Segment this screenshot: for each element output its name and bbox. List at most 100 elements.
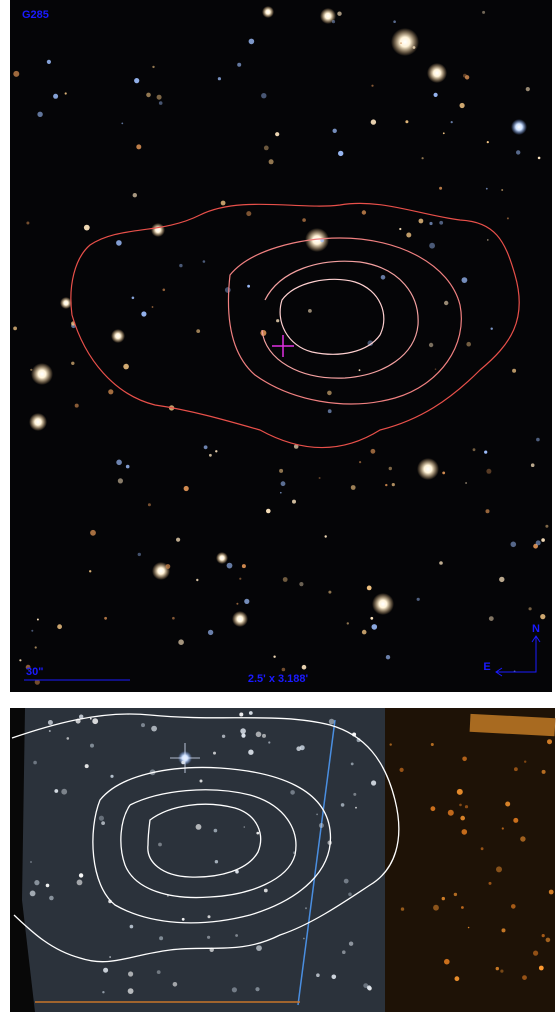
faint-star: [196, 578, 199, 582]
faint-star: [240, 728, 246, 734]
faint-star: [117, 478, 123, 484]
faint-star: [214, 860, 219, 864]
bottom-stars: [29, 711, 554, 994]
faint-star: [156, 94, 162, 100]
faint-star: [412, 46, 416, 49]
faint-star: [461, 277, 468, 283]
compass: [495, 635, 541, 677]
faint-star: [275, 132, 280, 137]
faint-star: [464, 75, 470, 80]
faint-star: [76, 879, 83, 886]
faint-star: [158, 101, 163, 105]
faint-star: [83, 224, 90, 231]
star: [29, 413, 47, 431]
faint-star: [501, 928, 506, 933]
faint-star: [71, 361, 75, 365]
star: [427, 63, 447, 83]
faint-star: [421, 157, 424, 160]
faint-star: [64, 92, 67, 95]
faint-star: [370, 448, 376, 454]
faint-star: [467, 926, 470, 929]
faint-star: [324, 535, 327, 538]
faint-star: [343, 878, 349, 884]
faint-star: [353, 792, 357, 796]
faint-star: [535, 540, 541, 546]
faint-star: [331, 20, 336, 24]
faint-star: [350, 762, 354, 766]
faint-star: [459, 102, 465, 109]
scale-label: 30": [26, 666, 43, 678]
faint-star: [31, 629, 34, 632]
faint-star: [132, 193, 137, 198]
faint-star: [488, 881, 492, 885]
detector-gap: [297, 719, 336, 1006]
faint-star: [213, 828, 218, 833]
faint-star: [66, 737, 70, 740]
faint-star: [13, 70, 20, 77]
faint-star: [34, 679, 40, 685]
faint-star: [327, 390, 332, 396]
faint-star: [268, 741, 271, 744]
faint-star: [141, 311, 147, 317]
faint-star: [215, 450, 218, 453]
faint-star: [441, 896, 445, 901]
star: [60, 297, 72, 309]
faint-star: [461, 906, 464, 909]
faint-star: [159, 936, 164, 941]
faint-star: [19, 659, 22, 662]
faint-star: [90, 529, 96, 536]
faint-star: [128, 971, 134, 977]
star: [417, 458, 439, 480]
faint-star: [405, 120, 409, 124]
faint-star: [221, 734, 226, 738]
faint-star: [540, 614, 546, 620]
faint-star: [456, 788, 463, 795]
faint-star: [393, 20, 396, 24]
faint-star: [370, 616, 374, 620]
faint-star: [302, 218, 306, 222]
faint-star: [90, 743, 94, 748]
faint-star: [125, 464, 130, 469]
faint-star: [241, 733, 246, 738]
faint-star: [480, 847, 484, 851]
faint-star: [196, 329, 201, 333]
faint-star: [434, 368, 437, 371]
star: [151, 223, 165, 237]
faint-star: [78, 873, 84, 878]
faint-star: [348, 941, 354, 946]
contour: [92, 766, 332, 924]
faint-star: [439, 220, 444, 225]
faint-star: [303, 937, 305, 940]
faint-star: [528, 607, 532, 611]
faint-star: [293, 444, 299, 449]
faint-star: [248, 711, 253, 715]
faint-star: [547, 739, 552, 745]
field-size: 2.5' x 3.188': [248, 673, 309, 685]
field-label: G285: [22, 9, 49, 21]
faint-star: [290, 790, 295, 795]
faint-star: [273, 655, 276, 658]
faint-star: [263, 145, 269, 151]
star: [216, 552, 228, 564]
faint-star: [514, 767, 518, 772]
star: [262, 6, 274, 18]
contour: [120, 789, 297, 899]
faint-star: [48, 730, 51, 732]
faint-star: [505, 801, 511, 807]
faint-star: [162, 288, 166, 292]
faint-star: [207, 629, 214, 636]
faint-star: [346, 622, 349, 625]
faint-star: [34, 646, 37, 649]
faint-star: [454, 976, 460, 982]
faint-star: [141, 723, 145, 728]
faint-star: [236, 602, 239, 605]
faint-star: [511, 904, 516, 909]
contour: [279, 278, 385, 355]
faint-star: [101, 821, 105, 825]
faint-star: [79, 714, 84, 719]
faint-star: [520, 836, 526, 842]
faint-star: [123, 363, 129, 370]
faint-star: [116, 459, 122, 466]
faint-star: [545, 524, 549, 528]
